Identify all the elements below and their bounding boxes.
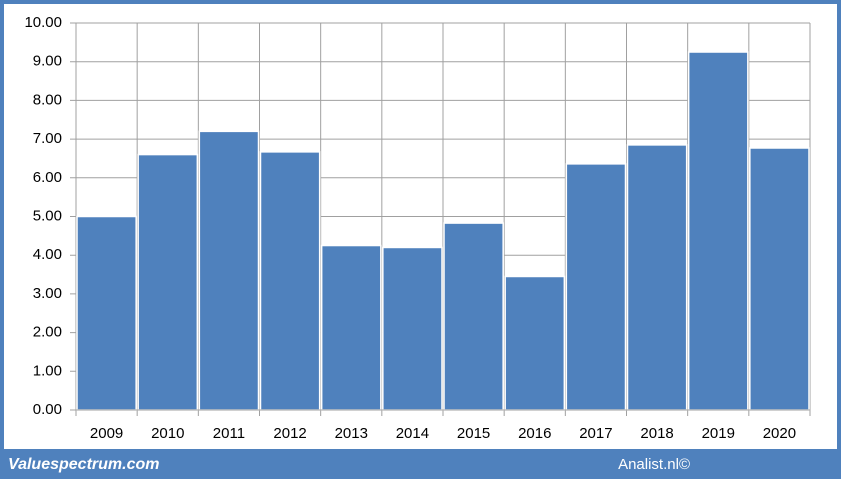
x-tick-label: 2010 [151,425,184,442]
footer-left: Valuespectrum.com [8,456,159,473]
x-tick-label: 2017 [579,425,612,442]
y-tick-label: 10.00 [24,14,62,31]
bar [565,163,627,411]
bar [626,144,688,411]
y-tick-label: 1.00 [33,362,62,379]
y-tick-label: 6.00 [33,169,62,186]
y-tick-label: 8.00 [33,91,62,108]
x-tick-label: 2016 [518,425,551,442]
bar [320,244,382,411]
x-tick-label: 2015 [457,425,490,442]
y-tick-label: 3.00 [33,285,62,302]
bar [137,153,199,411]
bar [198,130,260,411]
x-tick-label: 2014 [396,425,429,442]
bar [259,151,321,411]
bar [382,246,443,411]
y-tick-label: 7.00 [33,130,62,147]
x-tick-label: 2013 [335,425,368,442]
bar [443,222,504,411]
bar [749,147,810,411]
y-tick-label: 4.00 [33,246,62,263]
x-tick-label: 2011 [213,425,245,442]
footer-right: Analist.nl© [618,456,690,473]
x-tick-label: 2009 [90,425,123,442]
x-tick-label: 2019 [702,425,735,442]
x-tick-label: 2018 [640,425,673,442]
bar [504,275,566,411]
bar [687,51,749,411]
bar [76,215,137,411]
y-tick-label: 5.00 [33,207,62,224]
y-tick-label: 0.00 [33,401,62,418]
y-tick-label: 2.00 [33,324,62,341]
y-tick-label: 9.00 [33,53,62,70]
x-tick-label: 2012 [273,425,306,442]
x-tick-label: 2020 [763,425,796,442]
